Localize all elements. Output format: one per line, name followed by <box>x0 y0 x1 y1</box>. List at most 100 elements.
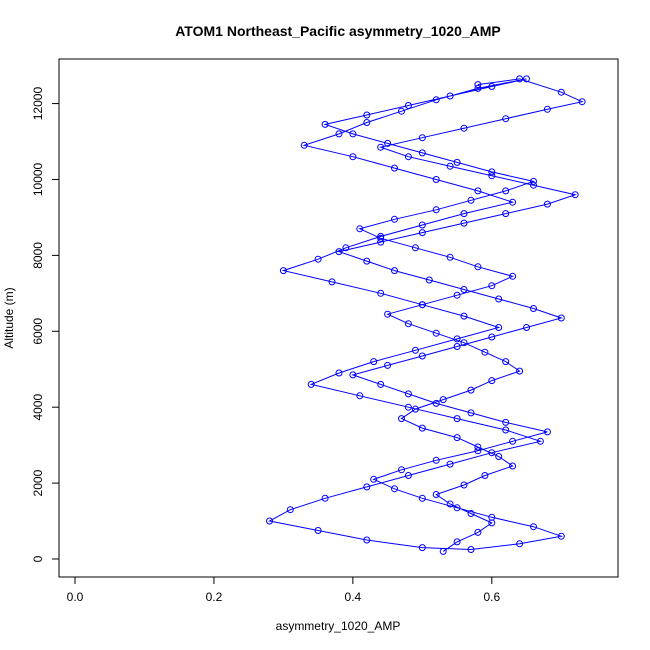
data-point <box>460 339 468 347</box>
data-point <box>377 289 385 297</box>
data-point <box>488 168 496 176</box>
data-point <box>384 361 392 369</box>
data-point <box>314 255 322 263</box>
data-point <box>530 181 537 189</box>
data-point <box>391 267 398 275</box>
data-point <box>474 84 482 92</box>
data-point <box>418 229 426 237</box>
data-point <box>286 506 294 514</box>
data-point <box>370 358 378 366</box>
data-point <box>509 437 517 445</box>
data-point <box>474 443 482 451</box>
data-point <box>335 248 343 256</box>
y-tick-label: 4000 <box>31 394 45 421</box>
data-point <box>502 358 510 366</box>
data-point <box>418 424 426 432</box>
y-tick-label: 0 <box>31 555 45 562</box>
data-point <box>488 333 496 341</box>
data-point <box>377 380 385 388</box>
y-axis: 0 2000 4000 6000 8000 10000 12000 <box>31 87 60 562</box>
data-point <box>543 200 551 208</box>
data-point <box>516 367 524 375</box>
x-axis: 0.0 0.2 0.4 0.6 <box>67 576 500 604</box>
data-point <box>474 81 482 89</box>
data-point <box>467 546 475 553</box>
chart-title: ATOM1 Northeast_Pacific asymmetry_1020_A… <box>175 23 501 39</box>
data-point <box>523 75 530 83</box>
data-point <box>453 335 461 343</box>
data-point <box>377 234 385 242</box>
data-point <box>467 510 475 517</box>
data-point <box>446 500 454 508</box>
data-point <box>502 426 510 434</box>
data-point <box>432 456 440 464</box>
data-point <box>349 371 357 379</box>
data-point <box>363 536 371 544</box>
data-point <box>432 96 440 104</box>
data-point <box>446 92 454 100</box>
data-point <box>453 538 461 546</box>
x-axis-label: asymmetry_1020_AMP <box>276 619 401 633</box>
data-point <box>467 386 475 394</box>
data-point <box>495 453 503 460</box>
data-point <box>509 462 517 470</box>
data-point <box>467 409 475 417</box>
data-point <box>404 472 412 479</box>
y-tick-label: 6000 <box>31 318 45 345</box>
data-point <box>404 102 412 109</box>
data-point <box>502 418 510 426</box>
x-tick-label: 0.0 <box>67 590 84 604</box>
data-point <box>439 547 447 555</box>
data-point <box>432 176 440 183</box>
data-point <box>342 244 350 252</box>
data-point <box>363 119 371 126</box>
data-point <box>328 278 336 286</box>
data-point <box>418 301 426 309</box>
data-point <box>453 158 461 166</box>
data-point <box>523 324 530 331</box>
data-point <box>474 528 482 536</box>
plot-content <box>266 75 586 555</box>
data-point <box>432 206 440 214</box>
data-point <box>530 305 537 312</box>
data-point <box>495 295 503 303</box>
data-point <box>418 352 426 360</box>
data-point <box>460 124 468 132</box>
data-point <box>425 276 433 284</box>
data-point <box>363 257 371 265</box>
data-point <box>502 115 510 123</box>
data-point <box>557 532 565 540</box>
data-point <box>432 399 440 407</box>
data-point <box>411 346 419 354</box>
data-point <box>530 177 537 185</box>
data-point <box>446 460 454 468</box>
data-point <box>557 88 565 96</box>
data-point <box>349 130 357 138</box>
data-point <box>460 481 468 489</box>
data-point <box>488 172 496 180</box>
data-point <box>370 475 378 483</box>
data-point <box>432 491 440 498</box>
data-point <box>363 111 371 119</box>
data-point <box>509 272 517 280</box>
data-point <box>516 75 524 83</box>
data-point <box>481 472 489 479</box>
y-tick-label: 10000 <box>31 162 45 196</box>
data-point <box>418 221 426 229</box>
data-point <box>314 527 322 534</box>
data-point <box>377 143 385 151</box>
data-point <box>488 282 496 290</box>
data-point <box>335 130 343 138</box>
data-point <box>418 544 426 552</box>
y-tick-label: 2000 <box>31 469 45 496</box>
data-point <box>536 437 544 445</box>
data-point <box>418 494 426 502</box>
data-point <box>467 196 475 204</box>
series-line <box>268 78 584 552</box>
data-point <box>502 210 510 218</box>
data-point <box>356 225 364 233</box>
data-point <box>460 312 468 320</box>
data-point <box>279 267 287 275</box>
data-point <box>418 134 426 142</box>
x-tick-label: 0.6 <box>483 590 500 604</box>
